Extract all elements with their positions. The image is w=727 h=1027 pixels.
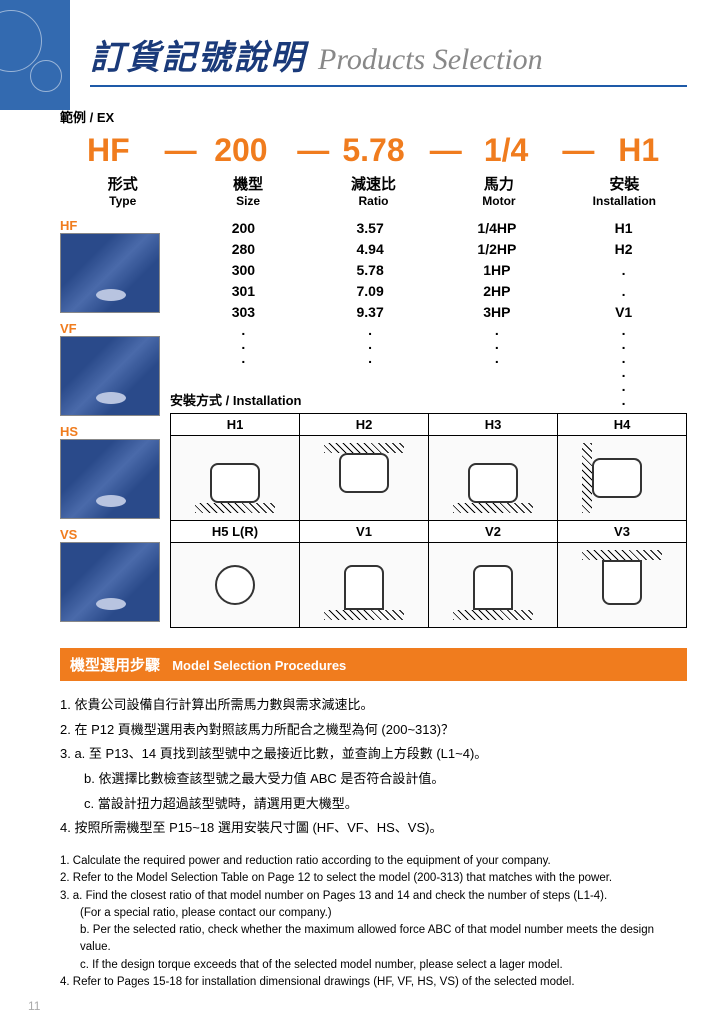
labels-row: 形式Type 機型Size 減速比Ratio 馬力Motor 安裝Install… <box>60 173 687 208</box>
label-ratio-en: Ratio <box>311 194 436 208</box>
title-cn: 訂貨記號說明 <box>90 30 306 79</box>
label-size-en: Size <box>185 194 310 208</box>
step-en-2: 2. Refer to the Model Selection Table on… <box>60 870 687 887</box>
code-motor: 1/4 <box>458 132 555 169</box>
label-install-en: Installation <box>562 194 687 208</box>
order-code-row: HF — 200 — 5.78 — 1/4 — H1 <box>60 132 687 169</box>
step-cn-3b: b. 依選擇比數檢查該型號之最大受力值 ABC 是否符合設計值。 <box>60 767 687 792</box>
label-install-cn: 安裝 <box>562 173 687 194</box>
type-column: HF VF HS VS <box>60 218 170 630</box>
step-en-3: 3. a. Find the closest ratio of that mod… <box>60 888 687 905</box>
step-cn-3c: c. 當設計扭力超過該型號時，請選用更大機型。 <box>60 792 687 817</box>
step-en-3c: c. If the design torque exceeds that of … <box>60 957 687 974</box>
label-size-cn: 機型 <box>185 173 310 194</box>
title-underline <box>90 85 687 87</box>
section-title-en: Model Selection Procedures <box>172 658 346 673</box>
section-bar: 機型選用步驟 Model Selection Procedures <box>60 648 687 681</box>
label-ratio-cn: 減速比 <box>311 173 436 194</box>
type-vs-image <box>60 542 160 622</box>
step-cn-4: 4. 按照所需機型至 P15~18 選用安裝尺寸圖 (HF、VF、HS、VS)。 <box>60 816 687 841</box>
step-en-1: 1. Calculate the required power and redu… <box>60 853 687 870</box>
dash: — <box>562 132 582 169</box>
type-vf-image <box>60 336 160 416</box>
page-title: 訂貨記號說明 Products Selection <box>90 30 687 79</box>
label-type-en: Type <box>60 194 185 208</box>
corner-decoration <box>0 0 70 110</box>
page-number: 11 <box>28 999 40 1013</box>
example-label: 範例 / EX <box>60 107 687 126</box>
step-en-3b: b. Per the selected ratio, check whether… <box>60 922 687 957</box>
step-cn-1: 1. 依貴公司設備自行計算出所需馬力數與需求減速比。 <box>60 693 687 718</box>
dash: — <box>430 132 450 169</box>
label-motor-en: Motor <box>436 194 561 208</box>
step-cn-2: 2. 在 P12 頁機型選用表內對照該馬力所配合之機型為何 (200~313)？ <box>60 718 687 743</box>
dash: — <box>165 132 185 169</box>
code-install: H1 <box>590 132 687 169</box>
type-vf-label: VF <box>60 321 170 336</box>
type-hf-image <box>60 233 160 313</box>
code-type: HF <box>60 132 157 169</box>
steps-chinese: 1. 依貴公司設備自行計算出所需馬力數與需求減速比。 2. 在 P12 頁機型選… <box>60 693 687 841</box>
dash: — <box>297 132 317 169</box>
type-hs-label: HS <box>60 424 170 439</box>
step-en-3a2: (For a special ratio, please contact our… <box>60 905 687 922</box>
type-vs-label: VS <box>60 527 170 542</box>
section-title-cn: 機型選用步驟 <box>70 657 160 674</box>
label-motor-cn: 馬力 <box>436 173 561 194</box>
code-ratio: 5.78 <box>325 132 422 169</box>
step-en-4: 4. Refer to Pages 15-18 for installation… <box>60 974 687 991</box>
steps-english: 1. Calculate the required power and redu… <box>60 853 687 991</box>
code-size: 200 <box>193 132 290 169</box>
type-hs-image <box>60 439 160 519</box>
type-hf-label: HF <box>60 218 170 233</box>
step-cn-3: 3. a. 至 P13、14 頁找到該型號中之最接近比數，並查詢上方段數 (L1… <box>60 742 687 767</box>
label-type-cn: 形式 <box>60 173 185 194</box>
title-en: Products Selection <box>318 43 543 77</box>
